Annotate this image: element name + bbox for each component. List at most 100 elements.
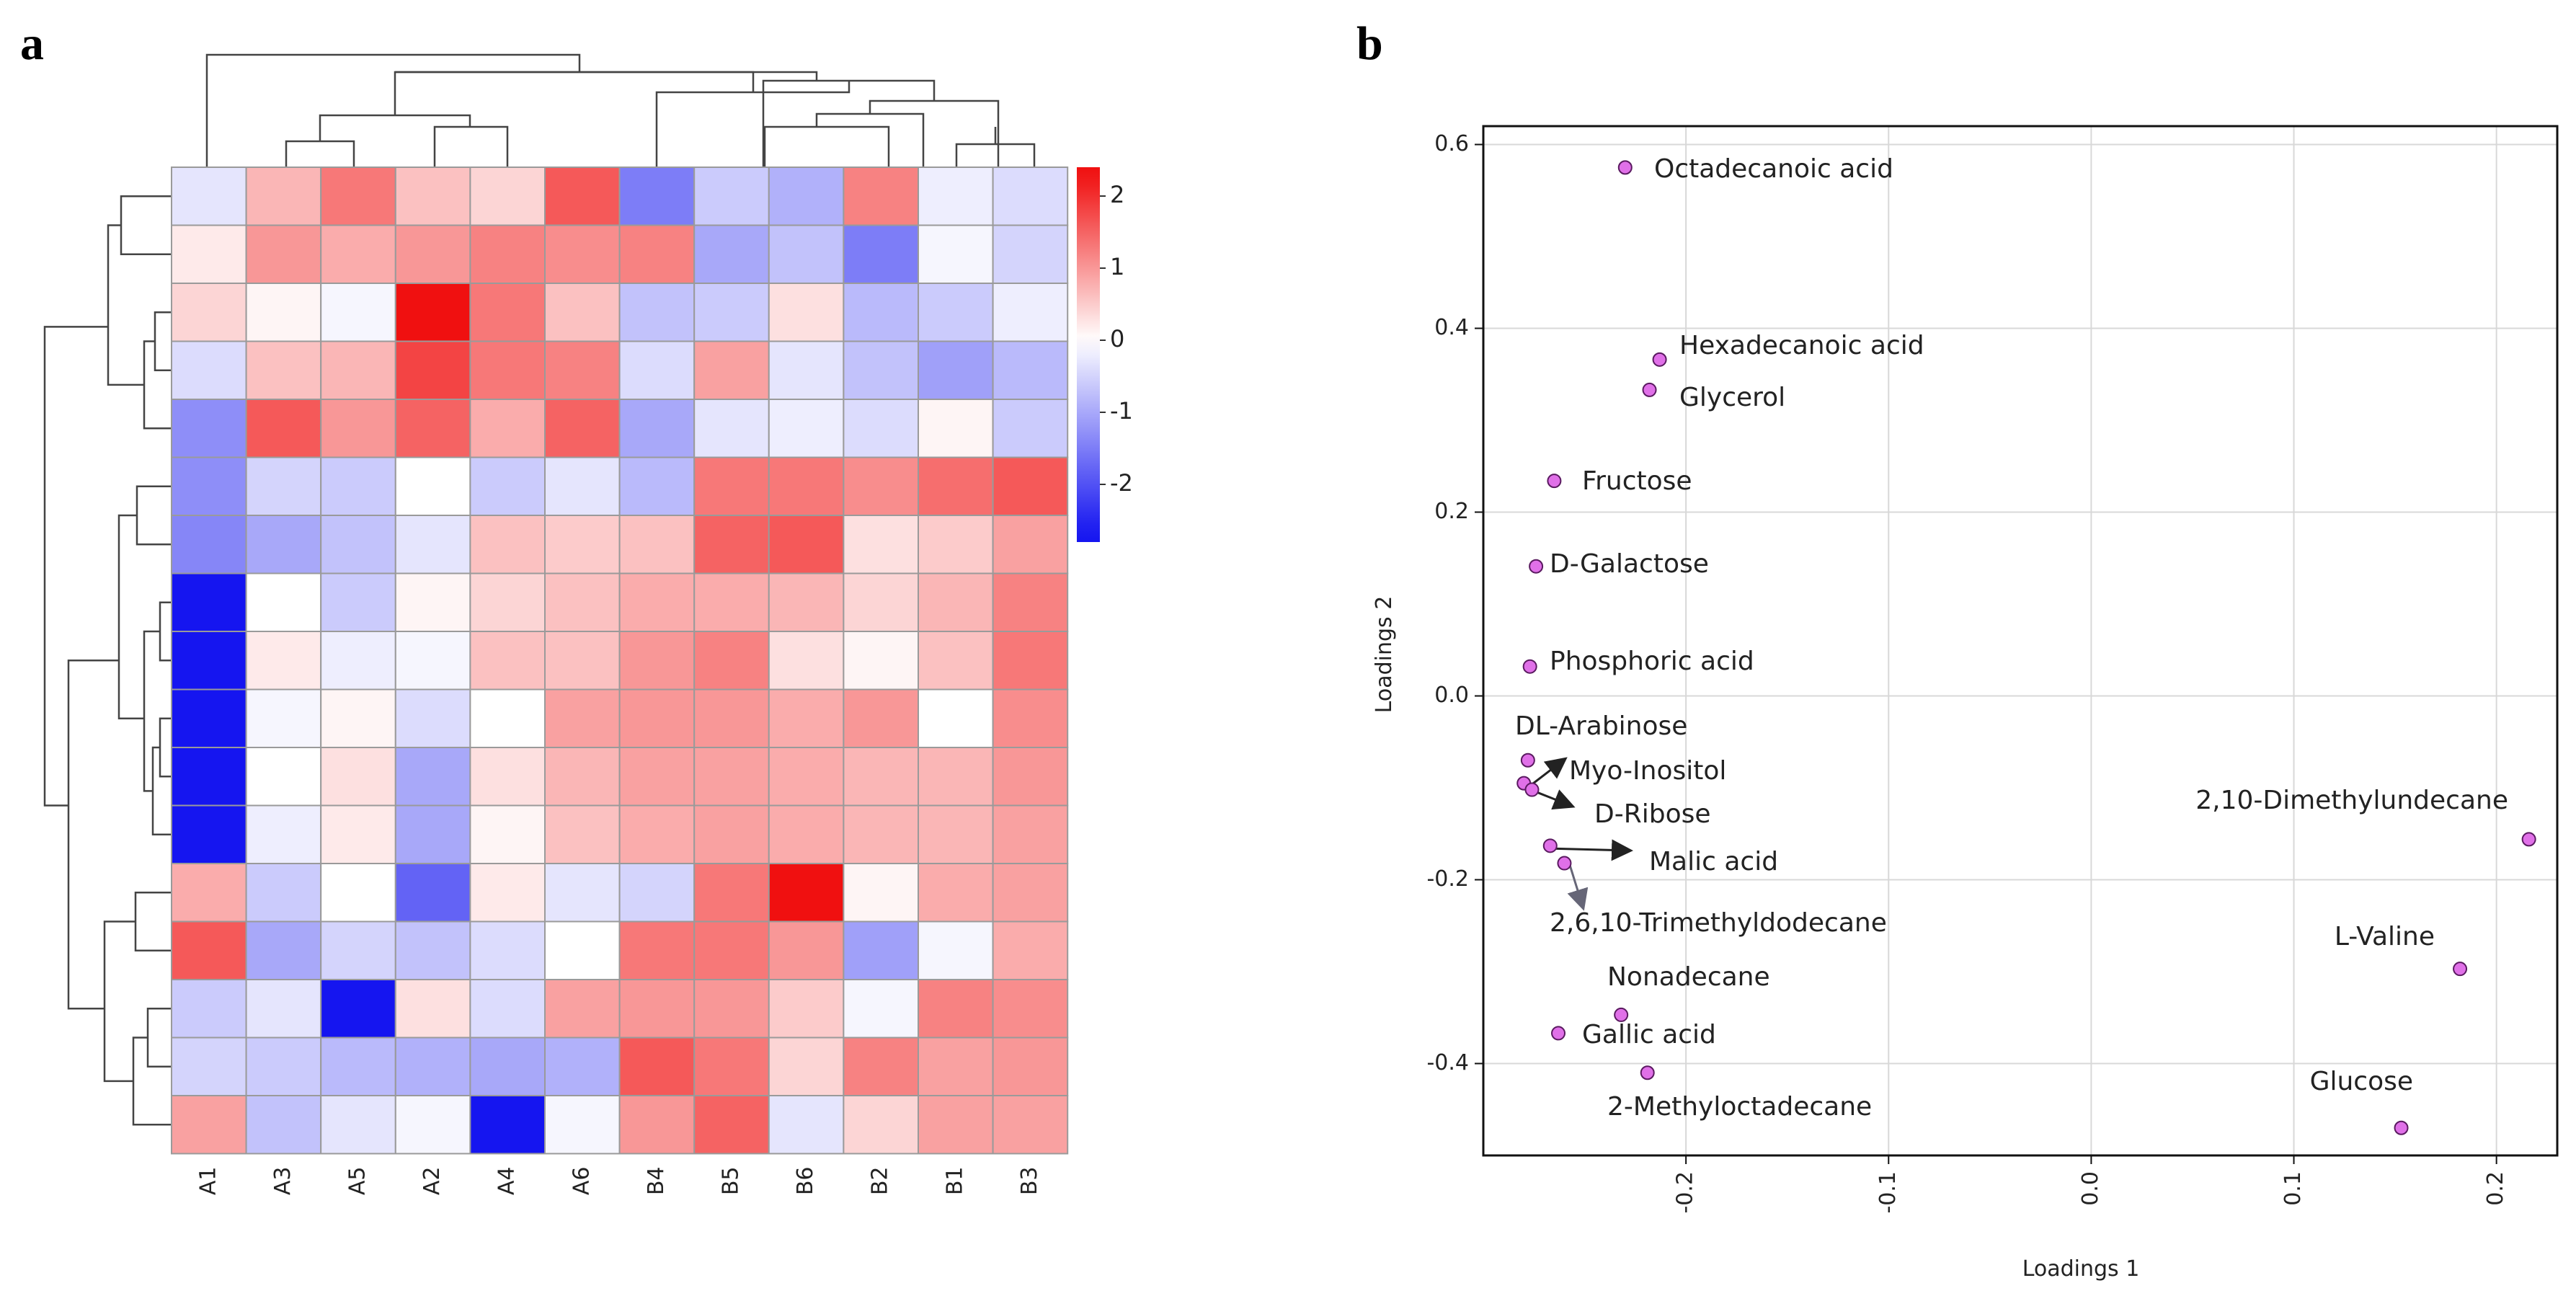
heatmap-cell bbox=[992, 1037, 1069, 1096]
heatmap-cell bbox=[618, 456, 696, 516]
heatmap-cell bbox=[768, 1095, 845, 1155]
heatmap-cell bbox=[992, 572, 1069, 632]
colorbar-tick-label: 0 bbox=[1110, 325, 1124, 352]
x-tick-label: 0.2 bbox=[2483, 1171, 2508, 1206]
heatmap-cell bbox=[394, 399, 471, 458]
heatmap-cell bbox=[918, 456, 994, 516]
heatmap-cell bbox=[768, 631, 845, 691]
heatmap-cell bbox=[992, 920, 1069, 980]
heatmap-cell bbox=[171, 340, 247, 400]
annotation-arrow bbox=[1567, 866, 1589, 911]
colorbar-tick-label: -2 bbox=[1110, 469, 1133, 497]
heatmap-cell bbox=[320, 515, 396, 574]
heatmap-cell bbox=[918, 688, 994, 748]
point-label: Myo-Inositol bbox=[1569, 756, 1726, 786]
heatmap-cell bbox=[544, 747, 621, 807]
heatmap-cell bbox=[245, 224, 322, 284]
x-tick-label: -0.1 bbox=[1875, 1171, 1901, 1214]
heatmap-cell bbox=[320, 340, 396, 400]
heatmap-cell bbox=[843, 920, 920, 980]
heatmap-cell bbox=[469, 863, 546, 923]
heatmap-cell bbox=[469, 979, 546, 1039]
heatmap-cell bbox=[843, 979, 920, 1039]
heatmap-cell bbox=[544, 167, 621, 226]
heatmap-cell bbox=[618, 224, 696, 284]
heatmap-cell bbox=[320, 283, 396, 342]
heatmap-cell bbox=[843, 688, 920, 748]
heatmap-cell bbox=[992, 456, 1069, 516]
heatmap-cell bbox=[469, 688, 546, 748]
heatmap-cell bbox=[544, 456, 621, 516]
heatmap-cell bbox=[992, 863, 1069, 923]
heatmap-cell bbox=[171, 515, 247, 574]
annotation-arrow bbox=[1529, 757, 1568, 787]
heatmap-cell bbox=[618, 804, 696, 864]
heatmap-cell bbox=[618, 340, 696, 400]
heatmap-cell bbox=[171, 572, 247, 632]
heatmap-cell bbox=[469, 747, 546, 807]
heatmap-cell bbox=[245, 1037, 322, 1096]
heatmap-cell bbox=[843, 340, 920, 400]
panel-b-label: b bbox=[1356, 17, 1383, 70]
point-label: DL-Arabinose bbox=[1515, 711, 1687, 741]
heatmap-cell bbox=[918, 920, 994, 980]
heatmap-cell bbox=[768, 804, 845, 864]
annotation-arrow bbox=[1537, 789, 1576, 810]
y-tick-label: 0.2 bbox=[1434, 499, 1469, 524]
heatmap-cell bbox=[768, 688, 845, 748]
heatmap-cell bbox=[320, 167, 396, 226]
heatmap-cell bbox=[469, 920, 546, 980]
point-label: Glucose bbox=[2310, 1067, 2413, 1096]
point-label: Gallic acid bbox=[1582, 1020, 1716, 1049]
heatmap-cell bbox=[394, 631, 471, 691]
data-point bbox=[1557, 856, 1572, 871]
heatmap-cell bbox=[544, 515, 621, 574]
heatmap-column-label: A1 bbox=[195, 1167, 221, 1196]
heatmap-cell bbox=[618, 979, 696, 1039]
heatmap-cell bbox=[693, 515, 770, 574]
heatmap-cell bbox=[693, 224, 770, 284]
heatmap-cell bbox=[768, 340, 845, 400]
data-point bbox=[1617, 160, 1633, 175]
point-label: L-Valine bbox=[2335, 922, 2435, 951]
data-point bbox=[1529, 559, 1544, 574]
loadings-scatter: -0.2 -0.1 0.0 0.1 0.2 0.6 0.4 0.2 0.0 -0.2 -0.4 Oct… bbox=[1426, 125, 2559, 1214]
heatmap-cell bbox=[918, 167, 994, 226]
heatmap-cell bbox=[469, 804, 546, 864]
heatmap-cell bbox=[693, 920, 770, 980]
heatmap-cell bbox=[618, 283, 696, 342]
point-label: Octadecanoic acid bbox=[1654, 154, 1893, 184]
heatmap-cell bbox=[768, 456, 845, 516]
heatmap-cell bbox=[618, 1095, 696, 1155]
heatmap-cell bbox=[992, 224, 1069, 284]
data-point bbox=[1652, 352, 1667, 367]
point-label: Glycerol bbox=[1679, 383, 1785, 412]
heatmap-cell bbox=[544, 399, 621, 458]
heatmap-cell bbox=[693, 283, 770, 342]
heatmap-cell bbox=[245, 572, 322, 632]
heatmap-column-label: B2 bbox=[868, 1167, 893, 1196]
data-point bbox=[1640, 1065, 1655, 1080]
heatmap-cell bbox=[320, 863, 396, 923]
point-label: 2,6,10-Trimethyldodecane bbox=[1550, 908, 1887, 938]
heatmap-cell bbox=[320, 804, 396, 864]
heatmap-cell bbox=[693, 804, 770, 864]
heatmap-cell bbox=[320, 979, 396, 1039]
heatmap-cell bbox=[245, 688, 322, 748]
heatmap-cell bbox=[693, 688, 770, 748]
heatmap-cell bbox=[992, 167, 1069, 226]
heatmap-cell bbox=[918, 515, 994, 574]
point-label: Fructose bbox=[1582, 466, 1692, 496]
heatmap-cell bbox=[469, 515, 546, 574]
heatmap-cell bbox=[171, 688, 247, 748]
heatmap-cell bbox=[394, 979, 471, 1039]
heatmap-cell bbox=[469, 399, 546, 458]
heatmap-cell bbox=[171, 167, 247, 226]
heatmap-column-label: B5 bbox=[719, 1167, 744, 1196]
heatmap-cell bbox=[544, 283, 621, 342]
heatmap-cell bbox=[171, 804, 247, 864]
heatmap-cell bbox=[618, 572, 696, 632]
heatmap-cell bbox=[245, 399, 322, 458]
heatmap-cell bbox=[544, 631, 621, 691]
heatmap-cell bbox=[320, 456, 396, 516]
